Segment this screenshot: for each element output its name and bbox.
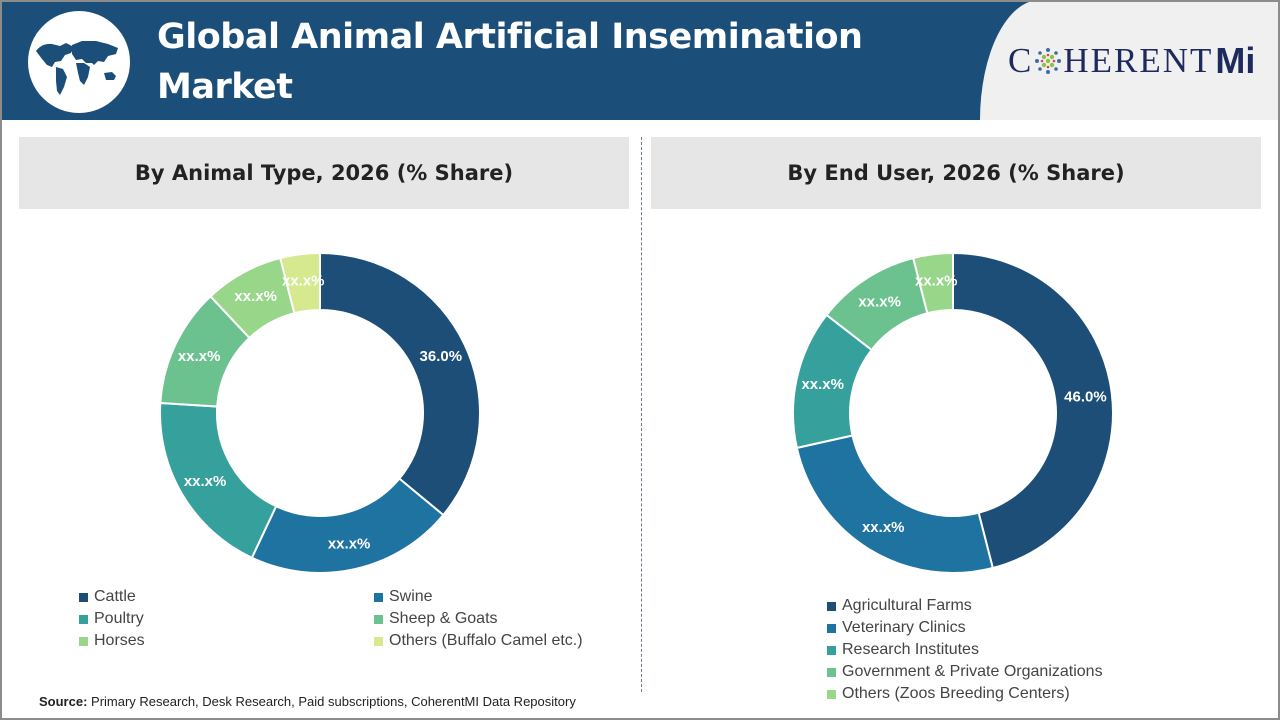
legend-item: Agricultural Farms: [827, 597, 972, 615]
coherentmi-logo: C HERENT Mi: [1008, 40, 1256, 81]
legend-label: Sheep & Goats: [389, 610, 498, 627]
legend-swatch: [79, 636, 88, 646]
donut-slice-swine: [250, 477, 445, 574]
legend-item: Horses: [79, 632, 145, 650]
legend-label: Others (Buffalo Camel etc.): [389, 632, 583, 649]
legend-swatch: [374, 614, 383, 624]
legend-swatch: [827, 689, 836, 699]
legend-item: Government & Private Organizations: [827, 663, 1103, 681]
globe-icon: [28, 11, 130, 113]
data-label: xx.x%: [184, 473, 227, 490]
data-label: xx.x%: [801, 376, 844, 393]
data-label: xx.x%: [234, 288, 277, 305]
data-label: xx.x%: [328, 535, 371, 552]
legend-item: Others (Buffalo Camel etc.): [374, 632, 583, 650]
donut-slice-cattle: [319, 251, 481, 517]
donut-slice-agricultural-farms: [952, 251, 1114, 570]
data-label: xx.x%: [178, 348, 221, 365]
legend-item: Cattle: [79, 588, 136, 606]
legend-label: Swine: [389, 588, 433, 605]
logo-globe-icon: [1035, 48, 1062, 74]
legend-label: Research Institutes: [842, 641, 979, 658]
source-note: Source: Primary Research, Desk Research,…: [39, 694, 576, 709]
data-label: 46.0%: [1064, 388, 1107, 405]
legend-item: Others (Zoos Breeding Centers): [827, 685, 1070, 703]
legend-item: Sheep & Goats: [374, 610, 498, 628]
donut-slice-others-zoos-breeding-centers-: [911, 251, 954, 315]
legend-swatch: [79, 592, 88, 602]
title-line-2: Market: [157, 67, 293, 107]
legend-swatch: [827, 601, 836, 611]
legend-label: Horses: [94, 632, 145, 649]
legend-label: Government & Private Organizations: [842, 663, 1103, 680]
legend-swatch: [374, 636, 383, 646]
legend-swatch: [79, 614, 88, 624]
chart-title-end-user: By End User, 2026 (% Share): [651, 137, 1261, 209]
source-label: Source:: [39, 694, 88, 709]
legend-swatch: [374, 592, 383, 602]
legend-item: Poultry: [79, 610, 144, 628]
legend-label: Agricultural Farms: [842, 597, 972, 614]
logo-area: [980, 0, 1280, 120]
chart-title-animal-type: By Animal Type, 2026 (% Share): [19, 137, 629, 209]
data-label: xx.x%: [915, 273, 958, 290]
legend-label: Veterinary Clinics: [842, 619, 966, 636]
data-label: xx.x%: [862, 519, 905, 536]
legend-swatch: [827, 645, 836, 655]
panel-divider: [641, 137, 642, 692]
legend-swatch: [827, 623, 836, 633]
data-label: xx.x%: [858, 293, 901, 310]
data-label: 36.0%: [420, 348, 463, 365]
donut-slice-veterinary-clinics: [795, 434, 995, 574]
logo-suffix: Mi: [1215, 40, 1256, 81]
legend-item: Research Institutes: [827, 641, 979, 659]
legend-label: Poultry: [94, 610, 144, 627]
legend-item: Swine: [374, 588, 433, 606]
legend-label: Cattle: [94, 588, 136, 605]
legend-swatch: [827, 667, 836, 677]
donut-slice-others-buffalo-camel-etc-: [278, 251, 321, 315]
legend-label: Others (Zoos Breeding Centers): [842, 685, 1070, 702]
source-text: Primary Research, Desk Research, Paid su…: [87, 694, 576, 709]
header-banner: Global Animal Artificial Insemination Ma…: [0, 0, 1280, 120]
page-title: Global Animal Artificial Insemination Ma…: [157, 12, 863, 112]
data-label: xx.x%: [282, 273, 325, 290]
logo-text: C: [1008, 41, 1034, 80]
legend-item: Veterinary Clinics: [827, 619, 966, 637]
title-line-1: Global Animal Artificial Insemination: [157, 17, 863, 57]
